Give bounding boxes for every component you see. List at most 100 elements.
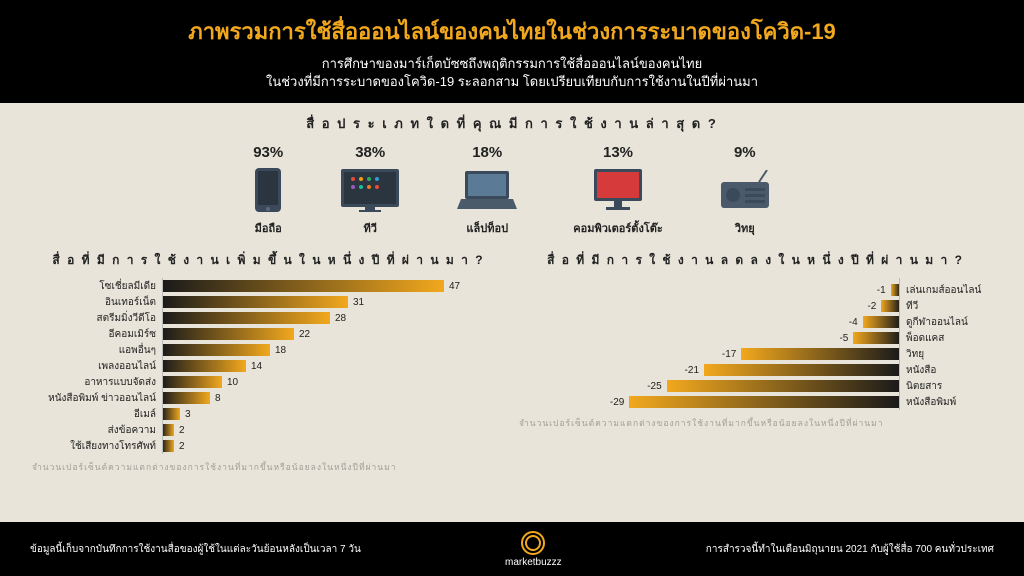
bar-value: 14 [246, 361, 262, 372]
bar-value: -17 [713, 349, 741, 360]
bar-value: -2 [853, 301, 881, 312]
footer: ข้อมูลนี้เก็บจากบันทึกการใช้งานสื่อของผู… [0, 522, 1024, 576]
bar [162, 296, 348, 308]
footer-left-text: ข้อมูลนี้เก็บจากบันทึกการใช้งานสื่อของผู… [30, 542, 361, 557]
device-pct: 93% [253, 144, 283, 161]
bar-label: อินเทอร์เน็ต [32, 295, 162, 310]
bar-label: สตรีมมิ่งวีดีโอ [32, 311, 162, 326]
bar [667, 380, 900, 392]
bar-value: 2 [174, 441, 185, 452]
phone-icon [253, 165, 283, 215]
bar-value: -1 [863, 285, 891, 296]
bar [704, 364, 900, 376]
axis-line [162, 278, 163, 454]
bar-label: อีเมล์ [32, 407, 162, 422]
bar-row: -5 พ็อดแคส [519, 330, 992, 346]
section-question: สื่ อ ป ร ะ เ ภ ท ใ ด ที่ คุ ณ มี ก า ร … [0, 103, 1024, 140]
bar-label: หนังสือ [900, 363, 992, 378]
bar-value: -21 [676, 365, 704, 376]
bar-row: หนังสือพิมพ์ ข่าวออนไลน์ 8 [32, 390, 505, 406]
bar-label: เพลงออนไลน์ [32, 359, 162, 374]
axis-line [899, 278, 900, 410]
device-label: วิทยุ [735, 219, 755, 237]
device-label: คอมพิวเตอร์ตั้งโต๊ะ [573, 219, 663, 237]
bar-row: -29 หนังสือพิมพ์ [519, 394, 992, 410]
bar-value: 3 [180, 409, 191, 420]
device-pct: 18% [472, 144, 502, 161]
bar [162, 344, 270, 356]
chart-increase: สื่ อ ที่ มี ก า ร ใ ช้ ง า น เ พิ่ ม ขึ… [32, 251, 505, 474]
bar [162, 376, 222, 388]
bar [162, 424, 174, 436]
device-item: 9%วิทยุ [719, 144, 771, 237]
bar [162, 392, 210, 404]
bar-label: อาหารแบบจัดส่ง [32, 375, 162, 390]
bar-value: 28 [330, 313, 346, 324]
bar-row: โซเชี่ยลมีเดีย47 [32, 278, 505, 294]
bar [162, 408, 180, 420]
bar-value: 2 [174, 425, 185, 436]
bar-row: ส่งข้อความ 2 [32, 422, 505, 438]
bar-value: 8 [210, 393, 221, 404]
device-item: 13%คอมพิวเตอร์ตั้งโต๊ะ [573, 144, 663, 237]
bar-label: นิตยสาร [900, 379, 992, 394]
bar-label: ส่งข้อความ [32, 423, 162, 438]
bar-value: -4 [835, 317, 863, 328]
chart-right-title: สื่ อ ที่ มี ก า ร ใ ช้ ง า น ล ด ล ง ใ … [519, 251, 992, 270]
bar-label: หนังสือพิมพ์ ข่าวออนไลน์ [32, 391, 162, 406]
bar-row: อีเมล์ 3 [32, 406, 505, 422]
bar-label: อีคอมเมิร์ซ [32, 327, 162, 342]
bar-row: -1เล่นเกมส์ออนไลน์ [519, 282, 992, 298]
header: ภาพรวมการใช้สื่อออนไลน์ของคนไทยในช่วงการ… [0, 0, 1024, 103]
bar-label: แอพอื่นๆ [32, 343, 162, 358]
bar-row: -2 ทีวี [519, 298, 992, 314]
tv-icon [339, 165, 401, 215]
bar-value: 10 [222, 377, 238, 388]
brand-logo-icon [521, 531, 545, 555]
devices-row: 93%มือถือ38%ทีวี18%แล็ปท็อป13%คอมพิวเตอร… [0, 140, 1024, 245]
bar-row: อาหารแบบจัดส่ง 10 [32, 374, 505, 390]
device-item: 93% มือถือ [253, 144, 283, 237]
bar [162, 280, 444, 292]
bar [741, 348, 900, 360]
device-label: แล็ปท็อป [466, 219, 508, 237]
chart-right-rows: -1เล่นเกมส์ออนไลน์-2ทีวี-4ดูกีฬาออนไลน์-… [519, 278, 992, 410]
bar [162, 312, 330, 324]
bar-label: หนังสือพิมพ์ [900, 395, 992, 410]
chart-left-rows: โซเชี่ยลมีเดีย47อินเทอร์เน็ต 31 สตรีมมิ่งว… [32, 278, 505, 454]
device-label: มือถือ [255, 219, 282, 237]
bar [629, 396, 900, 408]
bar-value: 18 [270, 345, 286, 356]
bar-label: วิทยุ [900, 347, 992, 362]
desktop-icon [590, 165, 646, 215]
bar-row: -21 หนังสือ [519, 362, 992, 378]
bar [162, 360, 246, 372]
chart-decrease: สื่ อ ที่ มี ก า ร ใ ช้ ง า น ล ด ล ง ใ … [519, 251, 992, 474]
bar-label: พ็อดแคส [900, 331, 992, 346]
bar-value: -29 [601, 397, 629, 408]
bar-label: ทีวี [900, 299, 992, 314]
subtitle-1: การศึกษาของมาร์เก็ตบัซซถึงพฤติกรรมการใช้… [20, 55, 1004, 73]
bar [881, 300, 900, 312]
laptop-icon [457, 165, 517, 215]
bar-value: -5 [825, 333, 853, 344]
brand-name: marketbuzzz [505, 557, 562, 568]
footer-right-text: การสำรวจนี้ทำในเดือนมิถุนายน 2021 กับผู้… [706, 542, 994, 557]
chart-right-note: จำนวนเปอร์เซ็นต์ความแตกต่างของการใช้งานท… [519, 416, 992, 430]
subtitle-2: ในช่วงที่มีการระบาดของโควิด-19 ระลอกสาม … [20, 73, 1004, 91]
chart-left-title: สื่ อ ที่ มี ก า ร ใ ช้ ง า น เ พิ่ ม ขึ… [32, 251, 505, 270]
chart-left-note: จำนวนเปอร์เซ็นต์ความแตกต่างของการใช้งานท… [32, 460, 505, 474]
device-item: 18% แล็ปท็อป [457, 144, 517, 237]
device-pct: 38% [355, 144, 385, 161]
bar-row: สตรีมมิ่งวีดีโอ 28 [32, 310, 505, 326]
bar-value: -25 [639, 381, 667, 392]
radio-icon [719, 165, 771, 215]
bar-row: อินเทอร์เน็ต 31 [32, 294, 505, 310]
bar-row: แอพอื่นๆ 18 [32, 342, 505, 358]
bar-row: -25 นิตยสาร [519, 378, 992, 394]
bar [162, 440, 174, 452]
page-title: ภาพรวมการใช้สื่อออนไลน์ของคนไทยในช่วงการ… [20, 14, 1004, 49]
bar [853, 332, 900, 344]
bar-value: 31 [348, 297, 364, 308]
bar [162, 328, 294, 340]
